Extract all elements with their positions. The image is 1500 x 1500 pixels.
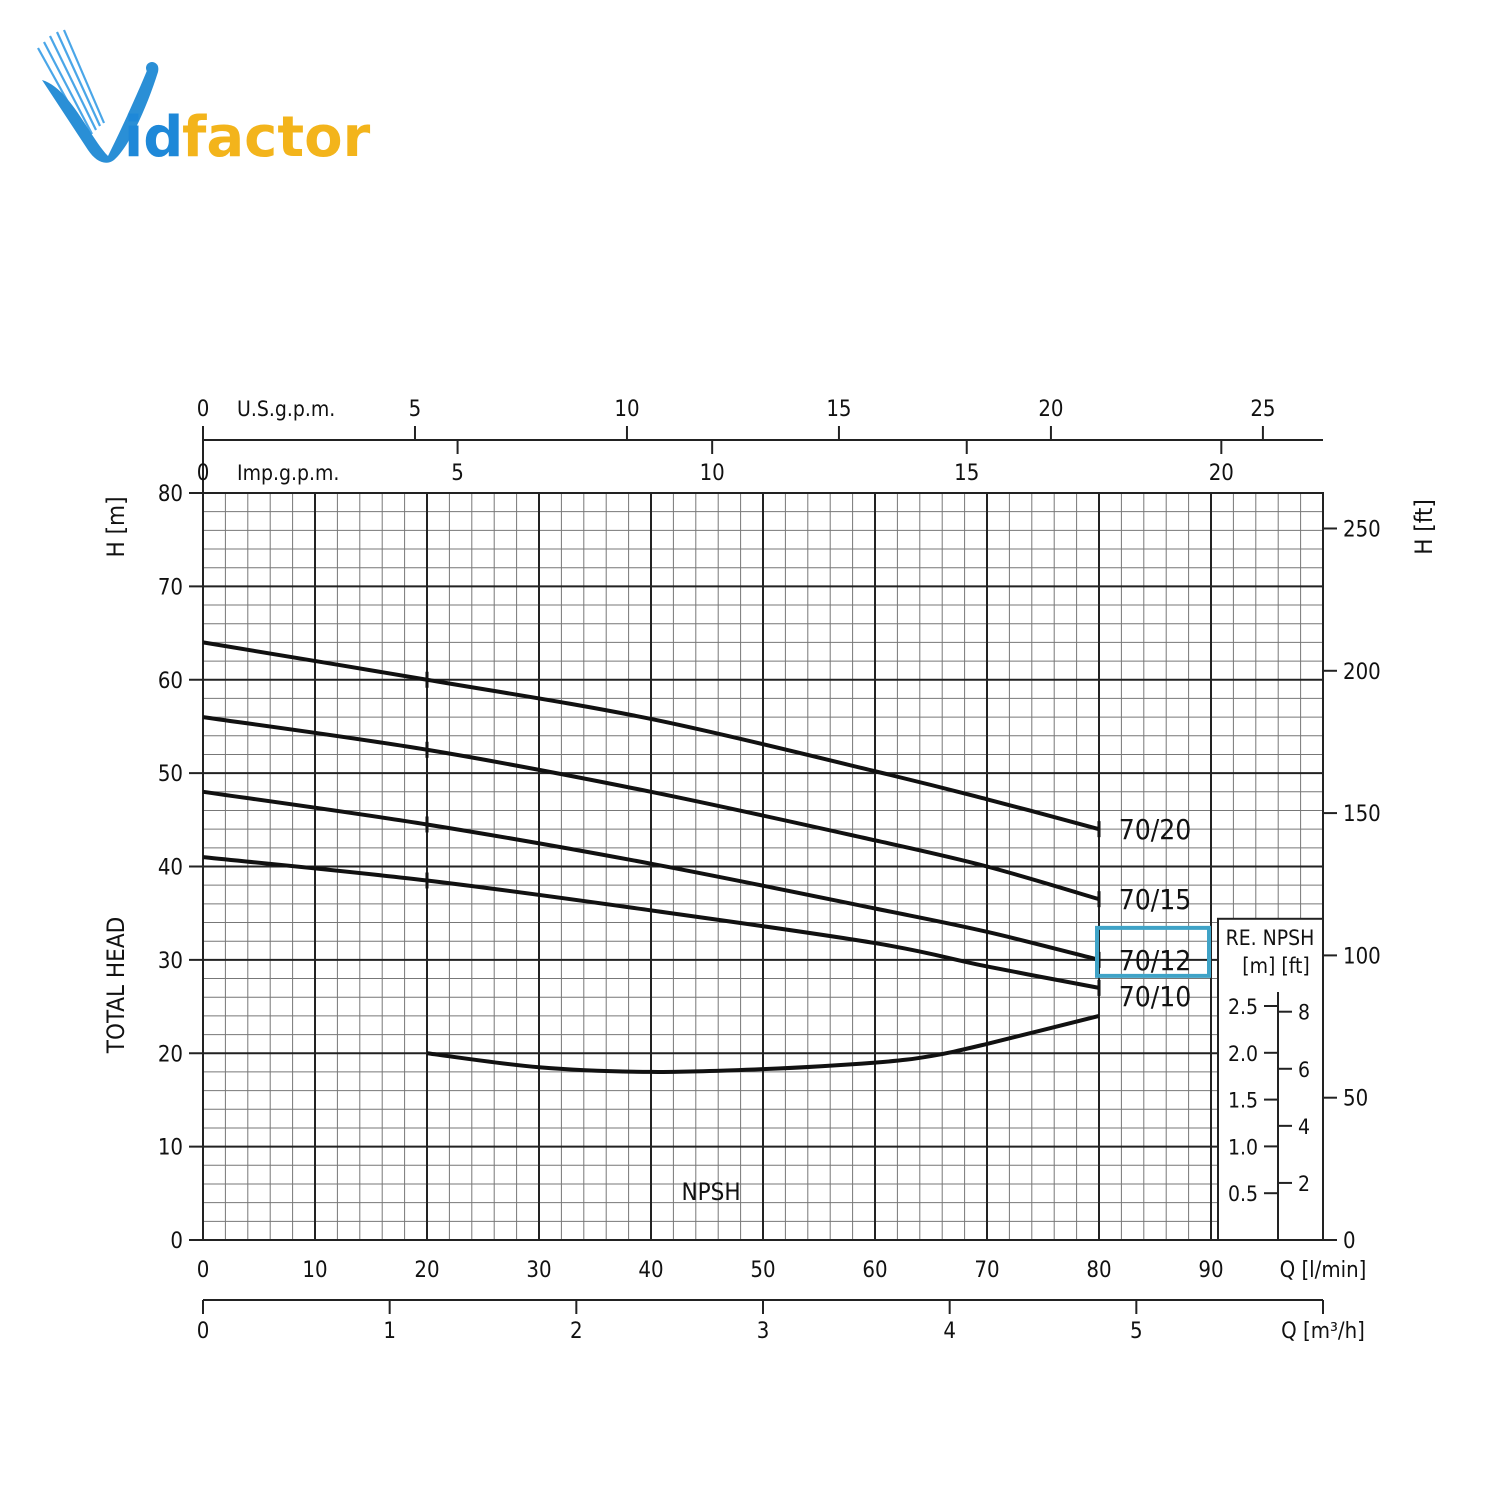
x-tick-label: 10 bbox=[302, 1258, 327, 1283]
usgpm-axis-label: U.S.g.p.m. bbox=[237, 397, 335, 421]
npsh-panel: RE. NPSH [m] [ft] 0.5 1.0 1.5 2.0 2.5 2 4 6 8 bbox=[1217, 917, 1324, 1241]
usgpm-tick-label: 5 bbox=[409, 397, 422, 422]
y-axis-unit-right: H [ft] bbox=[1410, 499, 1438, 555]
pump-curve-70-10 bbox=[202, 855, 1100, 990]
pump-curve-70-15 bbox=[202, 715, 1100, 902]
logo-text-id: id bbox=[124, 105, 183, 170]
usgpm-tick-label: 10 bbox=[614, 397, 639, 422]
y-tick-label: 40 bbox=[158, 856, 183, 881]
usgpm-tick-label: 25 bbox=[1250, 397, 1275, 422]
y-tick-label: 80 bbox=[158, 482, 183, 507]
m3h-tick-label: 0 bbox=[197, 1319, 210, 1344]
y-tick-label: 60 bbox=[158, 669, 183, 694]
usgpm-tick-label: 0 bbox=[197, 397, 210, 422]
y-tick-label: 70 bbox=[158, 575, 183, 600]
m3h-tick-label: 1 bbox=[383, 1319, 396, 1344]
m3h-tick-label: 2 bbox=[570, 1319, 583, 1344]
ft-tick-label: 200 bbox=[1343, 660, 1381, 685]
npsh-m-tick-label: 1.0 bbox=[1228, 1135, 1258, 1159]
y-tick-label: 0 bbox=[170, 1229, 183, 1254]
impgpm-tick-label: 5 bbox=[451, 461, 464, 486]
logo-bird-head bbox=[146, 62, 158, 74]
y-axis-unit-left: H [m] bbox=[102, 497, 130, 558]
x-tick-label: 70 bbox=[974, 1258, 999, 1283]
ft-tick-label: 150 bbox=[1343, 802, 1381, 827]
chart-labels: 0 10 20 30 40 50 60 70 80 90 Q [l/min]010203040506… bbox=[102, 397, 1438, 1344]
curve-label-70-15: 70/15 bbox=[1119, 883, 1192, 916]
pump-curve-70-20 bbox=[202, 640, 1100, 832]
usgpm-tick-label: 20 bbox=[1038, 397, 1063, 422]
npsh-ft-tick-label: 4 bbox=[1298, 1115, 1310, 1139]
npsh-m-tick-label: 2.5 bbox=[1228, 995, 1258, 1019]
npsh-ft-tick-label: 8 bbox=[1298, 1001, 1310, 1025]
highlight-box bbox=[1095, 925, 1211, 978]
x-tick-label: 40 bbox=[638, 1258, 663, 1283]
y-tick-label: 50 bbox=[158, 762, 183, 787]
impgpm-axis-label: Imp.g.p.m. bbox=[237, 461, 339, 485]
x-tick-label: 30 bbox=[526, 1258, 551, 1283]
impgpm-tick-label: 0 bbox=[197, 461, 210, 486]
chart-axes bbox=[189, 426, 1337, 1314]
x-tick-label: 80 bbox=[1086, 1258, 1111, 1283]
y-axis-label-left: TOTAL HEAD bbox=[102, 917, 130, 1054]
pump-curve-70-12 bbox=[202, 789, 1100, 962]
ft-tick-label: 50 bbox=[1343, 1087, 1368, 1112]
npsh-m-tick-label: 0.5 bbox=[1228, 1182, 1258, 1206]
pump-curves bbox=[202, 640, 1101, 1074]
m3h-tick-label: 4 bbox=[943, 1319, 956, 1344]
x-tick-label: 20 bbox=[414, 1258, 439, 1283]
m3h-axis-label: Q [m³/h] bbox=[1281, 1319, 1365, 1344]
curve-label-70-20: 70/20 bbox=[1119, 813, 1192, 846]
curve-label-70-12: 70/12 bbox=[1119, 944, 1192, 977]
x-tick-label: 60 bbox=[862, 1258, 887, 1283]
x-tick-label: 50 bbox=[750, 1258, 775, 1283]
x-tick-label: 0 bbox=[197, 1258, 210, 1283]
npsh-panel-units: [m] [ft] bbox=[1242, 954, 1310, 978]
npsh-panel-box bbox=[1217, 917, 1324, 1241]
y-tick-label: 30 bbox=[158, 949, 183, 974]
usgpm-tick-label: 15 bbox=[826, 397, 851, 422]
y-tick-label: 10 bbox=[158, 1136, 183, 1161]
m3h-tick-label: 3 bbox=[757, 1319, 770, 1344]
npsh-label: NPSH bbox=[681, 1178, 740, 1206]
npsh-m-tick-label: 1.5 bbox=[1228, 1089, 1258, 1113]
npsh-curve bbox=[426, 1013, 1100, 1074]
x-axis-label: Q [l/min] bbox=[1280, 1258, 1367, 1283]
npsh-panel-title: RE. NPSH bbox=[1226, 926, 1315, 950]
ft-tick-label: 250 bbox=[1343, 517, 1381, 542]
npsh-ft-tick-label: 6 bbox=[1298, 1058, 1310, 1082]
ft-tick-label: 0 bbox=[1343, 1229, 1356, 1254]
ft-tick-label: 100 bbox=[1343, 944, 1381, 969]
logo-v-shape bbox=[42, 63, 159, 163]
x-tick-label: 90 bbox=[1198, 1258, 1223, 1283]
impgpm-tick-label: 15 bbox=[954, 461, 979, 486]
npsh-m-tick-label: 2.0 bbox=[1228, 1042, 1258, 1066]
curve-label-70-10: 70/10 bbox=[1119, 980, 1192, 1013]
impgpm-tick-label: 10 bbox=[700, 461, 725, 486]
impgpm-tick-label: 20 bbox=[1209, 461, 1234, 486]
m3h-tick-label: 5 bbox=[1130, 1319, 1143, 1344]
vidfactor-logo: id factor bbox=[37, 29, 371, 170]
npsh-ft-tick-label: 2 bbox=[1298, 1172, 1310, 1196]
logo-text-factor: factor bbox=[182, 105, 371, 170]
y-tick-label: 20 bbox=[158, 1042, 183, 1067]
